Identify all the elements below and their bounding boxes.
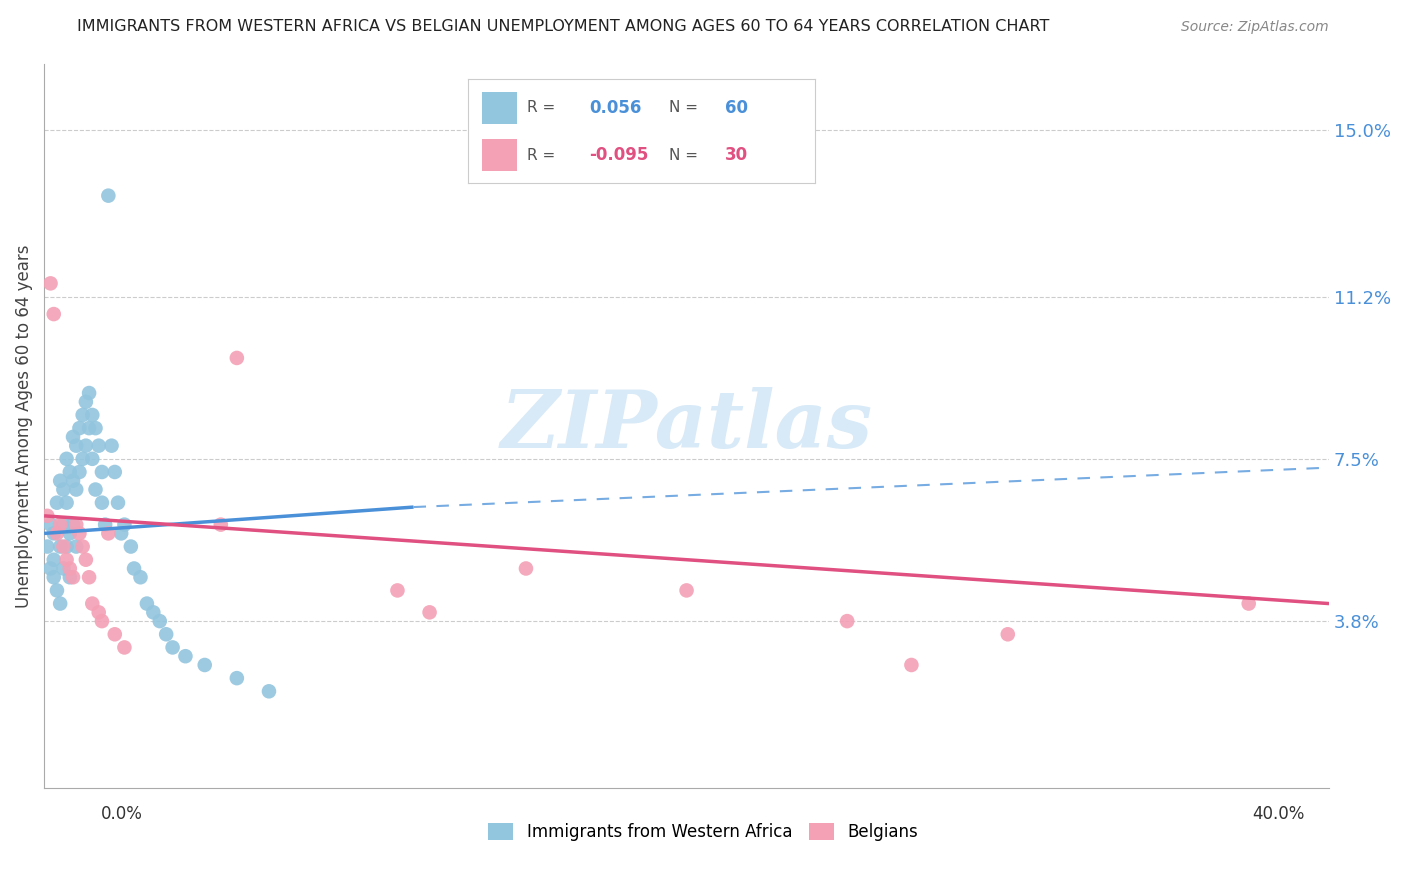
Point: [65, 439, 87, 453]
Point: [515, 561, 537, 575]
Point: [997, 627, 1019, 641]
Point: [82, 597, 104, 611]
Point: [135, 597, 157, 611]
Point: [107, 496, 129, 510]
Point: [62, 430, 84, 444]
Point: [39, 517, 62, 532]
Point: [69, 526, 91, 541]
Point: [1237, 597, 1260, 611]
Point: [675, 583, 697, 598]
Point: [72, 451, 94, 466]
Point: [62, 474, 84, 488]
Point: [75, 394, 97, 409]
Point: [72, 540, 94, 554]
Point: [104, 465, 127, 479]
Point: [194, 657, 217, 672]
Point: [94, 517, 117, 532]
Point: [90, 465, 112, 479]
Point: [97, 188, 120, 202]
Point: [62, 517, 84, 532]
Point: [37, 540, 59, 554]
Point: [46, 583, 69, 598]
Text: 0.0%: 0.0%: [101, 805, 143, 822]
Point: [52, 561, 75, 575]
Point: [77, 386, 100, 401]
Point: [52, 540, 75, 554]
Point: [104, 627, 127, 641]
Point: [87, 439, 110, 453]
Point: [122, 561, 145, 575]
Point: [49, 540, 72, 554]
Point: [162, 640, 184, 655]
Point: [82, 408, 104, 422]
Point: [55, 540, 77, 554]
Point: [84, 421, 107, 435]
Point: [225, 351, 247, 365]
Point: [69, 421, 91, 435]
Point: [59, 465, 82, 479]
Point: [46, 526, 69, 541]
Point: [112, 517, 135, 532]
Point: [59, 526, 82, 541]
Text: ZIPatlas: ZIPatlas: [501, 387, 873, 465]
Point: [82, 451, 104, 466]
Point: [900, 657, 922, 672]
Point: [59, 561, 82, 575]
Point: [155, 627, 177, 641]
Point: [49, 597, 72, 611]
Point: [42, 307, 65, 321]
Point: [49, 474, 72, 488]
Point: [69, 465, 91, 479]
Point: [42, 552, 65, 566]
Point: [59, 570, 82, 584]
Legend: Immigrants from Western Africa, Belgians: Immigrants from Western Africa, Belgians: [481, 816, 925, 848]
Point: [257, 684, 280, 698]
Point: [37, 508, 59, 523]
Point: [100, 439, 122, 453]
Point: [174, 649, 197, 664]
Point: [77, 570, 100, 584]
Point: [55, 552, 77, 566]
Point: [62, 570, 84, 584]
Text: 40.0%: 40.0%: [1253, 805, 1305, 822]
Point: [39, 561, 62, 575]
Point: [90, 614, 112, 628]
Point: [42, 526, 65, 541]
Point: [149, 614, 172, 628]
Point: [120, 540, 142, 554]
Point: [65, 483, 87, 497]
Point: [225, 671, 247, 685]
Point: [77, 421, 100, 435]
Point: [65, 540, 87, 554]
Point: [142, 605, 165, 619]
Point: [65, 517, 87, 532]
Point: [46, 496, 69, 510]
Point: [42, 570, 65, 584]
Point: [52, 483, 75, 497]
Point: [55, 451, 77, 466]
Point: [129, 570, 152, 584]
Point: [39, 277, 62, 291]
Text: Source: ZipAtlas.com: Source: ZipAtlas.com: [1181, 21, 1329, 34]
Point: [110, 526, 132, 541]
Point: [90, 496, 112, 510]
Point: [419, 605, 441, 619]
Text: IMMIGRANTS FROM WESTERN AFRICA VS BELGIAN UNEMPLOYMENT AMONG AGES 60 TO 64 YEARS: IMMIGRANTS FROM WESTERN AFRICA VS BELGIA…: [77, 20, 1050, 34]
Point: [52, 517, 75, 532]
Point: [84, 483, 107, 497]
Point: [387, 583, 409, 598]
Point: [112, 640, 135, 655]
Point: [75, 552, 97, 566]
Point: [55, 496, 77, 510]
Point: [87, 605, 110, 619]
Point: [75, 439, 97, 453]
Point: [49, 517, 72, 532]
Point: [837, 614, 859, 628]
Point: [72, 408, 94, 422]
Y-axis label: Unemployment Among Ages 60 to 64 years: Unemployment Among Ages 60 to 64 years: [15, 244, 32, 607]
Point: [97, 526, 120, 541]
Point: [209, 517, 232, 532]
